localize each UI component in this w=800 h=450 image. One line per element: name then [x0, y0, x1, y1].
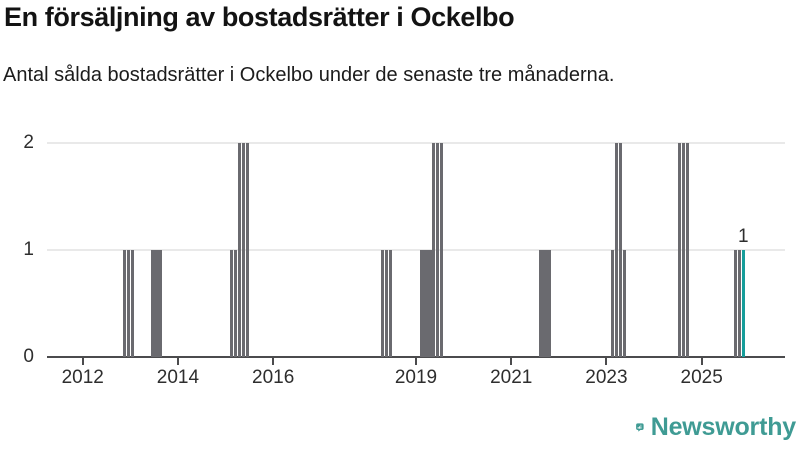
- bar: [547, 250, 551, 357]
- gridline-y1: [47, 249, 785, 251]
- bar: [543, 250, 547, 357]
- bar: [420, 250, 424, 357]
- bar: [130, 250, 134, 357]
- bar: [126, 250, 130, 357]
- bar: [229, 250, 234, 357]
- bar: [432, 143, 436, 357]
- x-axis-tick-2012: [81, 358, 84, 365]
- bar: [241, 143, 246, 357]
- y-axis-label-2: 2: [23, 132, 34, 153]
- bar: [610, 250, 615, 357]
- bar: [428, 250, 432, 357]
- bar: [237, 143, 242, 357]
- bar: [154, 250, 158, 357]
- bar-highlight: [741, 250, 745, 357]
- x-axis-line: [47, 356, 785, 358]
- bar: [678, 143, 682, 357]
- x-axis-label-2012: 2012: [61, 367, 104, 388]
- bar: [440, 143, 444, 357]
- bar: [436, 143, 440, 357]
- chart-title: En försäljning av bostadsrätter i Ockelb…: [4, 2, 515, 32]
- x-axis-label-2014: 2014: [156, 367, 200, 388]
- bar: [158, 250, 162, 357]
- bar: [245, 143, 249, 357]
- y-axis-label-0: 0: [23, 346, 34, 367]
- bar: [737, 250, 741, 357]
- bar: [150, 250, 154, 357]
- x-axis-tick-2016: [272, 358, 275, 365]
- x-axis-label-2016: 2016: [252, 367, 295, 388]
- highlight-value-label: 1: [738, 226, 749, 247]
- bar: [380, 250, 384, 357]
- newsworthy-logo-text: Newsworthy: [650, 412, 796, 441]
- bar: [388, 250, 392, 357]
- chart-subtitle: Antal sålda bostadsrätter i Ockelbo unde…: [3, 64, 615, 86]
- x-axis-label-2023: 2023: [585, 367, 628, 388]
- x-axis-tick-2025: [700, 358, 703, 365]
- bar: [384, 250, 388, 357]
- x-axis-tick-2014: [176, 358, 179, 365]
- x-axis-tick-2021: [510, 358, 513, 365]
- bar: [122, 250, 126, 357]
- gridline-y2: [47, 142, 785, 144]
- bar: [614, 143, 618, 357]
- bar: [682, 143, 686, 357]
- bar: [618, 143, 622, 357]
- bar: [686, 143, 690, 357]
- y-axis-label-1: 1: [23, 239, 34, 260]
- newsworthy-logo-icon: [636, 422, 644, 432]
- x-axis-label-2025: 2025: [680, 367, 723, 388]
- x-axis-label-2019: 2019: [394, 367, 438, 388]
- bar: [233, 250, 238, 357]
- x-axis-label-2021: 2021: [490, 367, 533, 388]
- x-axis-tick-2023: [605, 358, 608, 365]
- bar: [733, 250, 738, 357]
- bar: [622, 250, 626, 357]
- x-axis-tick-2019: [415, 358, 417, 365]
- newsworthy-branding: Newsworthy: [636, 408, 796, 446]
- bar: [539, 250, 543, 357]
- bar: [424, 250, 428, 357]
